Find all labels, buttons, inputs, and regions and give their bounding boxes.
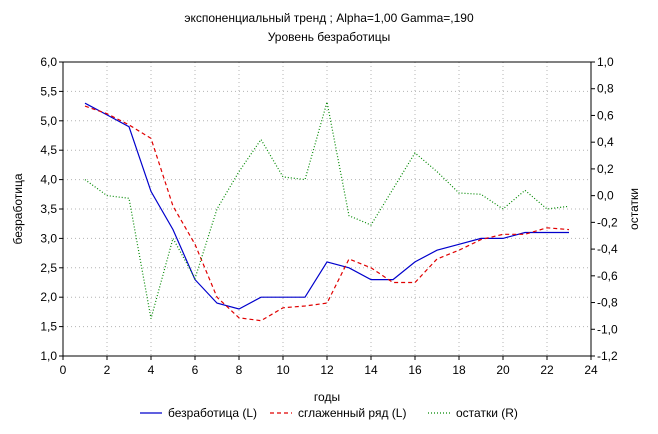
y-tick-label-left: 2,5	[40, 261, 57, 275]
y-tick-label-right: -0,8	[597, 296, 618, 310]
y-tick-label-left: 3,5	[40, 202, 57, 216]
x-tick-label: 10	[276, 363, 290, 377]
x-tick-label: 14	[364, 363, 378, 377]
y-axis-label-left: безработица	[11, 173, 25, 244]
y-axis-label-right: остатки	[627, 188, 641, 230]
x-axis-label: годы	[314, 390, 340, 404]
x-tick-label: 2	[104, 363, 111, 377]
y-tick-label-right: 1,0	[597, 55, 614, 69]
grid-lines	[63, 62, 591, 356]
y-tick-label-right: 0,6	[597, 108, 614, 122]
y-tick-label-right: 0,0	[597, 189, 614, 203]
series-line-2	[84, 105, 570, 322]
y-tick-label-right: -1,2	[597, 349, 618, 363]
series-lines	[84, 101, 570, 322]
y-tick-label-right: -0,4	[597, 242, 618, 256]
legend-label-3: остатки (R)	[456, 406, 518, 420]
legend-label-1: безработица (L)	[168, 406, 257, 420]
chart-subtitle: Уровень безработицы	[268, 30, 391, 44]
y-tick-label-left: 2,0	[40, 290, 57, 304]
legend: безработица (L) сглаженный ряд (L) остатки…	[140, 406, 518, 420]
chart-title: экспоненциальный тренд ; Alpha=1,00 Gamm…	[184, 11, 474, 25]
axis-ticks: 0 2 4 6 8 10 12 14 16 18 20 22 241,01,52,02,53,03,54…	[40, 55, 618, 377]
y-tick-label-left: 4,5	[40, 143, 57, 157]
y-tick-label-left: 1,0	[40, 349, 57, 363]
y-tick-label-right: 0,4	[597, 135, 614, 149]
y-tick-label-right: 0,8	[597, 82, 614, 96]
y-tick-label-right: -1,0	[597, 322, 618, 336]
x-tick-label: 4	[148, 363, 155, 377]
y-tick-label-left: 6,0	[40, 55, 57, 69]
x-tick-label: 6	[192, 363, 199, 377]
y-tick-label-right: 0,2	[597, 162, 614, 176]
x-tick-label: 16	[408, 363, 422, 377]
x-tick-label: 12	[320, 363, 334, 377]
x-tick-label: 18	[452, 363, 466, 377]
x-tick-label: 20	[496, 363, 510, 377]
x-tick-label: 0	[60, 363, 67, 377]
x-tick-label: 22	[540, 363, 554, 377]
x-tick-label: 24	[584, 363, 598, 377]
y-tick-label-right: -0,6	[597, 269, 618, 283]
y-tick-label-left: 3,0	[40, 231, 57, 245]
y-tick-label-left: 5,5	[40, 84, 57, 98]
y-tick-label-right: -0,2	[597, 215, 618, 229]
y-tick-label-left: 5,0	[40, 114, 57, 128]
x-tick-label: 8	[236, 363, 243, 377]
legend-label-2: сглаженный ряд (L)	[298, 406, 406, 420]
y-tick-label-left: 4,0	[40, 173, 57, 187]
y-tick-label-left: 1,5	[40, 320, 57, 334]
